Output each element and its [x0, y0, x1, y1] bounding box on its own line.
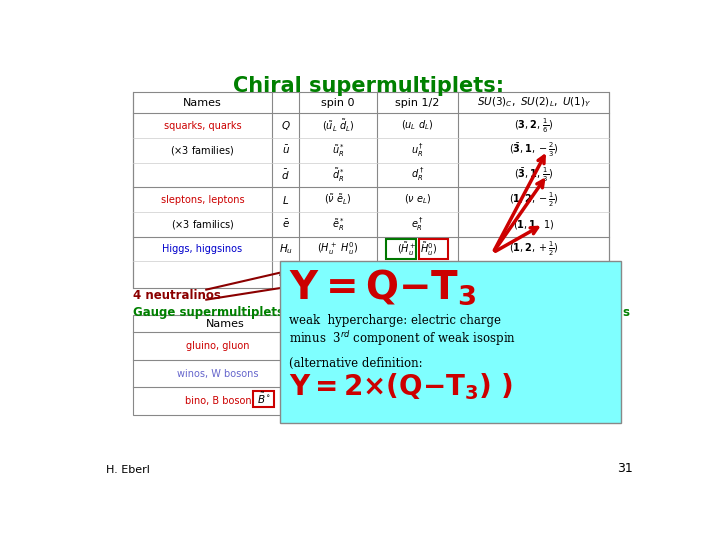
Text: $u^\dagger_R$: $u^\dagger_R$ [411, 141, 424, 159]
Text: $H_d$: $H_d$ [279, 267, 293, 280]
Text: spin 0: spin 0 [321, 98, 355, 107]
Text: $(\mathbf{1},\mathbf{2},-\frac{1}{2})$: $(\mathbf{1},\mathbf{2},-\frac{1}{2})$ [509, 191, 559, 208]
Text: $(\mathbf{1},\ \mathbf{1},\ 0)$: $(\mathbf{1},\ \mathbf{1},\ 0)$ [556, 393, 600, 406]
Bar [280, 261, 621, 423]
Text: $(\nu\ e_L)$: $(\nu\ e_L)$ [404, 193, 431, 206]
Text: 31: 31 [617, 462, 632, 475]
Text: (alternative definition:: (alternative definition: [289, 357, 423, 370]
Text: squarks, quarks: squarks, quarks [163, 120, 241, 131]
Text: minus  3$^{rd}$ component of weak isospin: minus 3$^{rd}$ component of weak isospin [289, 329, 516, 348]
Text: $(\mathbf{1},\mathbf{2},+\frac{1}{2})$: $(\mathbf{1},\mathbf{2},+\frac{1}{2})$ [509, 240, 559, 258]
Text: spin 1/2: spin 1/2 [395, 98, 440, 107]
Text: $(H^+_u\ H^0_u)$: $(H^+_u\ H^0_u)$ [318, 240, 359, 257]
Text: $\bar{e}$: $\bar{e}$ [282, 218, 289, 230]
Bar [132, 92, 609, 288]
Bar [419, 239, 449, 259]
Text: s: s [622, 306, 629, 319]
Text: $Q$: $Q$ [281, 119, 291, 132]
Text: $(\times 3\ \rm{familics})$: $(\times 3\ \rm{familics})$ [171, 218, 234, 231]
Text: $\bar{d}$: $\bar{d}$ [282, 168, 290, 182]
Text: Names: Names [183, 98, 222, 107]
Text: H. Eberl: H. Eberl [106, 465, 149, 475]
Text: Chiral supermultiplets:: Chiral supermultiplets: [233, 76, 505, 96]
Text: bino, B boson: bino, B boson [184, 396, 251, 406]
Text: $(u_L\ d_L)$: $(u_L\ d_L)$ [401, 119, 433, 132]
Text: $\mathbf{Y{=}2{\times}(Q{-}T_3}$$\mathbf{)\ )}$: $\mathbf{Y{=}2{\times}(Q{-}T_3}$$\mathbf… [289, 372, 513, 402]
Bar [387, 239, 416, 259]
Text: winos, W bosons: winos, W bosons [177, 369, 258, 379]
Text: $d^\dagger_R$: $d^\dagger_R$ [410, 166, 424, 184]
Text: $(\tilde{H}^+_u\ \tilde{H}^0_u)$: $(\tilde{H}^+_u\ \tilde{H}^0_u)$ [397, 240, 438, 258]
Text: $B^\circ$: $B^\circ$ [501, 393, 516, 405]
Text: 4 neutralinos: 4 neutralinos [132, 289, 220, 302]
Text: $\bar{u}$: $\bar{u}$ [282, 144, 289, 156]
Text: $(\bar{\mathbf{3}},\mathbf{1},-\frac{2}{3})$: $(\bar{\mathbf{3}},\mathbf{1},-\frac{2}{… [509, 141, 559, 159]
Text: $(\times 3\ \rm{families})$: $(\times 3\ \rm{families})$ [170, 144, 235, 157]
Text: $L$: $L$ [282, 193, 289, 206]
Text: $(\bar{\mathbf{3}},\mathbf{1},\,\frac{1}{3})$: $(\bar{\mathbf{3}},\mathbf{1},\,\frac{1}… [514, 166, 554, 184]
Bar [132, 315, 319, 415]
Text: $SU(3)_C,\ SU(2)_L,\ U(1)_Y$: $SU(3)_C,\ SU(2)_L,\ U(1)_Y$ [477, 96, 591, 109]
Text: $\tilde{u}^*_R$: $\tilde{u}^*_R$ [332, 142, 344, 159]
Text: $\mathbf{Y{=}Q{-}T_3}$: $\mathbf{Y{=}Q{-}T_3}$ [289, 267, 477, 307]
Text: $\tilde{e}^*_R$: $\tilde{e}^*_R$ [332, 216, 344, 233]
Text: $\tilde{B}^\circ$: $\tilde{B}^\circ$ [256, 392, 271, 407]
Text: weak  hypercharge: electric charge: weak hypercharge: electric charge [289, 314, 501, 327]
Text: $H_u$: $H_u$ [279, 242, 293, 256]
Text: $(\mathbf{3},\mathbf{2},\,\frac{1}{6})$: $(\mathbf{3},\mathbf{2},\,\frac{1}{6})$ [514, 117, 554, 135]
Text: $(\tilde{\nu}\ \tilde{e}_L)$: $(\tilde{\nu}\ \tilde{e}_L)$ [324, 192, 352, 207]
Text: $(\mathbf{1},\mathbf{1},\ 1)$: $(\mathbf{1},\mathbf{1},\ 1)$ [513, 218, 554, 231]
Text: sleptons, leptons: sleptons, leptons [161, 194, 244, 205]
Text: $\tilde{d}^*_R$: $\tilde{d}^*_R$ [332, 166, 344, 184]
Text: gluino, gluon: gluino, gluon [186, 341, 250, 351]
Text: Gauge supermultiplets:: Gauge supermultiplets: [132, 306, 289, 319]
Text: $e^\dagger_R$: $e^\dagger_R$ [411, 215, 424, 233]
Text: Names: Names [206, 319, 245, 328]
Text: $(\tilde{u}_L\ \tilde{d}_L)$: $(\tilde{u}_L\ \tilde{d}_L)$ [322, 117, 354, 134]
Bar [253, 390, 274, 408]
Text: Higgs, higgsinos: Higgs, higgsinos [162, 244, 243, 254]
